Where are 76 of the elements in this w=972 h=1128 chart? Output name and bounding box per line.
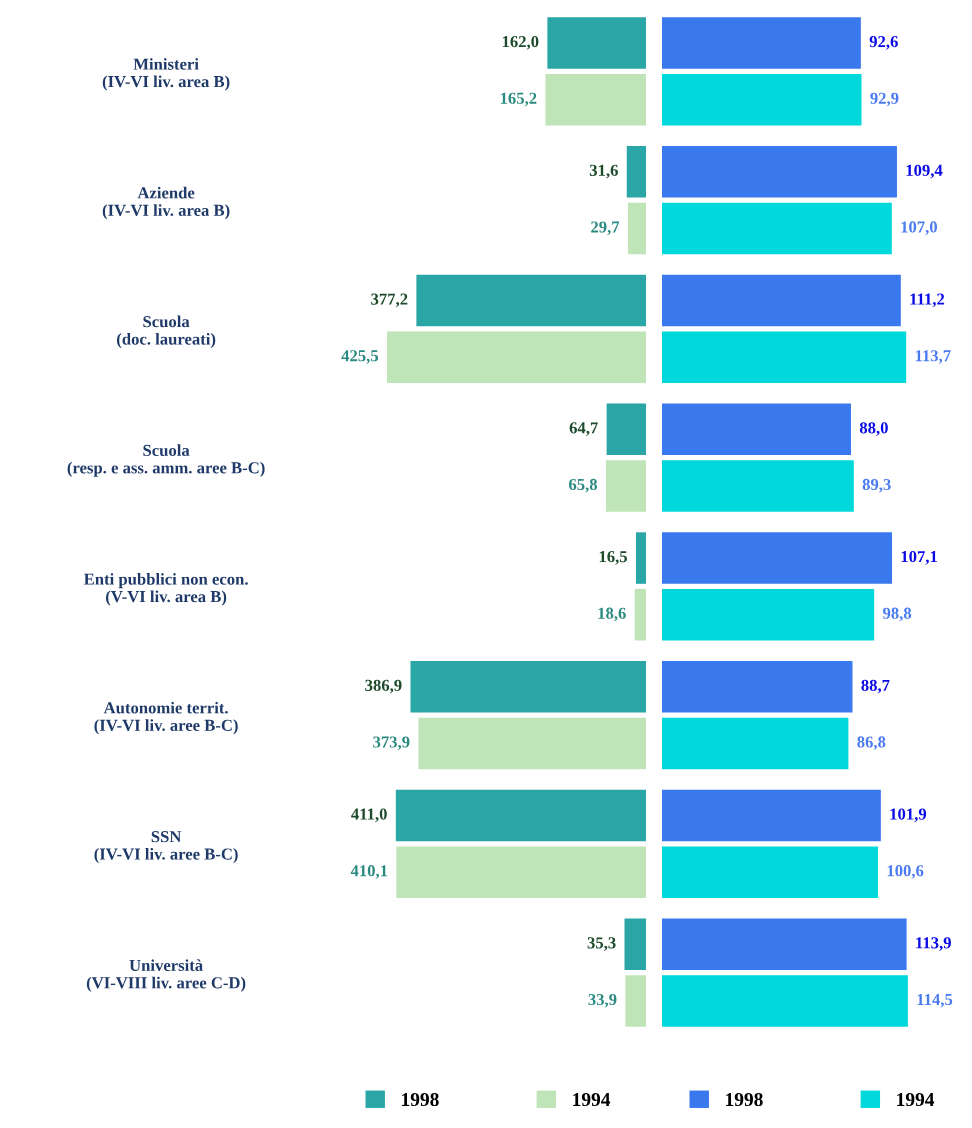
bar	[662, 403, 851, 456]
y-tick-label: Aziende (IV-VI liv. area B)	[102, 186, 230, 220]
data-label: 114,5	[917, 993, 953, 1008]
data-label: 88,7	[861, 679, 890, 694]
bar	[410, 661, 646, 713]
y-tick-label: SSN (IV-VI liv. aree B-C)	[94, 831, 238, 864]
bar	[386, 331, 646, 383]
bar	[662, 202, 892, 255]
bar	[416, 274, 646, 327]
data-label: 377,2	[371, 293, 408, 308]
bar	[662, 146, 897, 198]
y-tick-label: Autonomie territ. (IV-VI liv. aree B-C)	[94, 701, 238, 735]
data-label: 373,9	[373, 736, 410, 751]
data-label: 113,9	[916, 937, 951, 951]
y-tick-label: Ministeri (IV-VI liv. area B)	[102, 58, 230, 91]
bar	[625, 975, 646, 1027]
data-label: 33,9	[588, 993, 617, 1008]
bar	[627, 202, 646, 255]
bar	[662, 846, 879, 898]
bar	[662, 588, 875, 641]
data-label: 425,5	[341, 350, 379, 364]
data-label: 107,0	[901, 221, 937, 236]
bar	[606, 403, 646, 456]
bar	[662, 918, 907, 971]
bar	[662, 661, 853, 713]
bar	[624, 918, 646, 971]
bar	[662, 274, 901, 327]
data-label: 92,9	[870, 92, 899, 107]
data-label: 92,6	[869, 36, 898, 50]
data-label: 109,4	[906, 164, 943, 179]
legend-label: 1998	[726, 1092, 763, 1107]
data-label: 411,0	[351, 808, 387, 823]
bar	[662, 717, 849, 770]
data-label: 35,3	[587, 937, 616, 951]
bar	[662, 73, 862, 126]
data-label: 162,0	[502, 35, 539, 50]
data-label: 29,7	[591, 221, 620, 236]
bar	[605, 460, 646, 512]
data-label: 31,6	[589, 164, 618, 179]
bar	[635, 532, 646, 584]
y-tick-label: Università (VI-VIII liv. aree C-D)	[86, 959, 246, 992]
data-label: 86,8	[857, 736, 886, 751]
bar	[662, 17, 861, 69]
data-label: 89,3	[862, 478, 891, 493]
data-label: 16,5	[599, 551, 628, 565]
bar	[662, 532, 893, 584]
legend-label: 1994	[897, 1093, 935, 1107]
data-label: 410,1	[350, 865, 388, 879]
data-label: 100,6	[887, 865, 924, 879]
bar	[626, 146, 646, 198]
y-tick-label: Scuola (doc. laureati)	[117, 315, 216, 349]
data-label: 65,8	[569, 478, 598, 493]
bar	[418, 717, 646, 770]
bar	[545, 73, 646, 126]
data-label: 113,7	[915, 350, 951, 364]
data-label: 101,9	[890, 808, 927, 823]
bar	[662, 975, 908, 1027]
bar	[396, 846, 646, 898]
bar	[662, 331, 907, 383]
bar	[662, 789, 881, 842]
bar	[395, 789, 646, 842]
data-label: 386,9	[365, 679, 402, 694]
bar	[662, 460, 854, 512]
data-label: 111,2	[910, 293, 945, 308]
legend-label: 1998	[402, 1092, 439, 1107]
legend-label: 1994	[573, 1093, 611, 1107]
y-tick-label: Enti pubblici non econ. (V-VI liv. area B)	[83, 573, 248, 606]
data-label: 98,8	[882, 607, 912, 622]
y-tick-label: Scuola (resp. e ass. amm. aree B-C)	[67, 444, 265, 477]
data-label: 107,1	[901, 550, 937, 565]
data-label: 88,0	[859, 422, 888, 436]
data-label: 18,6	[598, 607, 626, 622]
data-label: 64,7	[569, 422, 598, 436]
data-label: 165,2	[500, 92, 537, 107]
bar	[547, 17, 646, 69]
bar	[634, 588, 646, 641]
